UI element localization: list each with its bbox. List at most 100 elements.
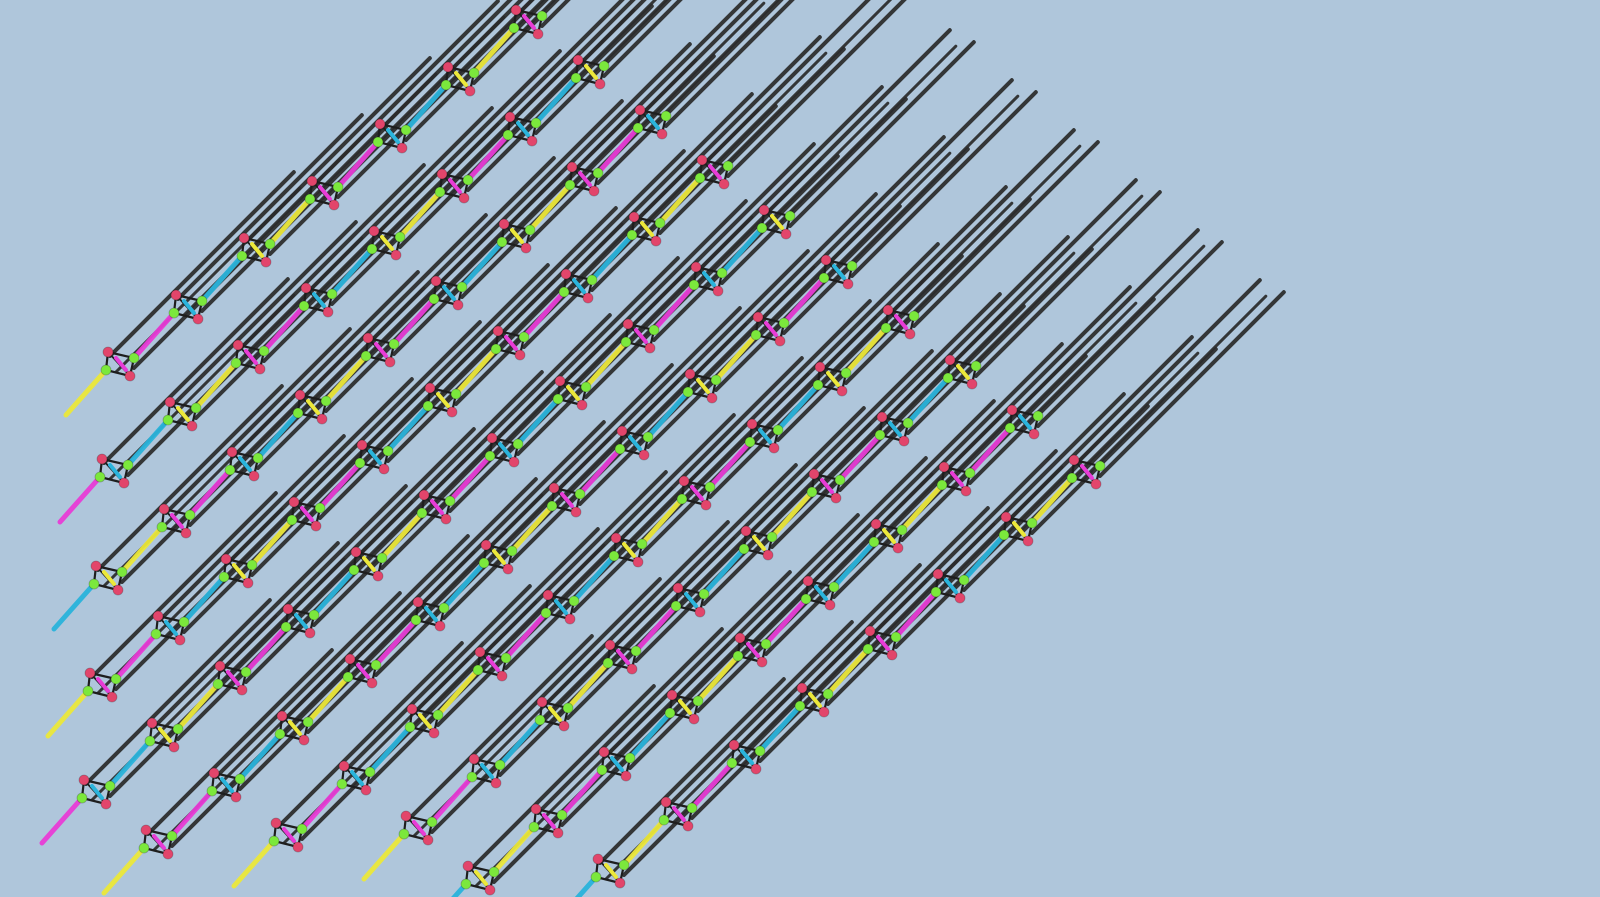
node-green — [862, 643, 874, 655]
node-red — [820, 254, 832, 266]
node-green — [536, 10, 548, 22]
node-green — [460, 878, 472, 890]
node-green — [704, 481, 716, 493]
inter-cell-link — [403, 82, 449, 133]
node-green — [794, 700, 806, 712]
node-green — [806, 486, 818, 498]
cell-link — [244, 349, 258, 365]
node-red — [616, 425, 628, 437]
node-green — [190, 402, 202, 414]
inter-cell-link — [119, 524, 165, 575]
node-red — [422, 834, 434, 846]
inter-cell-link — [491, 824, 537, 875]
node-green — [314, 502, 326, 514]
node-green — [756, 222, 768, 234]
node-green — [902, 417, 914, 429]
node-green — [236, 250, 248, 262]
node-green — [500, 652, 512, 664]
cell-link — [96, 677, 110, 693]
cell-link — [634, 328, 648, 344]
node-red — [338, 760, 350, 772]
cell-layer — [39, 4, 1106, 897]
node-red — [316, 413, 328, 425]
rod — [276, 641, 464, 829]
inter-cell-link — [471, 25, 517, 76]
node-red — [230, 791, 242, 803]
node-red — [504, 111, 516, 123]
node-green — [874, 429, 886, 441]
node-red — [424, 382, 436, 394]
node-green — [618, 859, 630, 871]
inter-cell-link — [459, 239, 505, 290]
node-green — [234, 773, 246, 785]
cell-link — [572, 278, 586, 294]
node-green — [166, 830, 178, 842]
node-red — [100, 798, 112, 810]
rod — [90, 491, 278, 679]
node-red — [672, 582, 684, 594]
cell-link — [424, 606, 438, 622]
node-green — [366, 243, 378, 255]
cell-link — [474, 870, 488, 886]
node-red — [430, 275, 442, 287]
node-red — [462, 860, 474, 872]
node-green — [320, 395, 332, 407]
inter-cell-link — [1029, 475, 1075, 526]
node-red — [344, 653, 356, 665]
cell-link — [418, 713, 432, 729]
node-red — [588, 185, 600, 197]
node-green — [246, 559, 258, 571]
node-red — [694, 606, 706, 618]
rod — [1018, 244, 1206, 432]
rod — [1098, 290, 1286, 478]
node-green — [686, 802, 698, 814]
node-red — [576, 399, 588, 411]
node-green — [382, 445, 394, 457]
node-green — [620, 336, 632, 348]
cell-link — [170, 513, 184, 529]
node-green — [570, 72, 582, 84]
inter-cell-link — [651, 282, 697, 333]
node-red — [712, 285, 724, 297]
node-red — [1090, 478, 1102, 490]
node-red — [360, 784, 372, 796]
node-green — [688, 279, 700, 291]
node-red — [904, 328, 916, 340]
inter-cell-link — [101, 845, 147, 896]
node-green — [518, 331, 530, 343]
node-red — [554, 375, 566, 387]
inter-cell-link — [373, 617, 419, 668]
cell-link — [752, 535, 766, 551]
cell-link — [560, 492, 574, 508]
cell-link — [250, 242, 264, 258]
rod — [536, 627, 724, 815]
node-green — [682, 386, 694, 398]
node-red — [510, 4, 522, 16]
inter-cell-link — [385, 403, 431, 454]
node-green — [212, 678, 224, 690]
node-green — [722, 160, 734, 172]
inter-cell-link — [533, 75, 579, 126]
node-green — [410, 614, 422, 626]
node-red — [1028, 428, 1040, 440]
inter-cell-link — [639, 496, 685, 547]
node-red — [564, 613, 576, 625]
rod — [472, 0, 560, 85]
node-green — [116, 566, 128, 578]
node-red — [292, 841, 304, 853]
cell-link — [386, 128, 400, 144]
inter-cell-link — [899, 482, 945, 533]
node-green — [468, 67, 480, 79]
node-red — [560, 268, 572, 280]
inter-cell-link — [775, 382, 821, 433]
node-green — [364, 766, 376, 778]
cell-link — [368, 449, 382, 465]
node-red — [700, 499, 712, 511]
node-green — [654, 217, 666, 229]
node-green — [642, 431, 654, 443]
node-green — [568, 595, 580, 607]
node-green — [624, 752, 636, 764]
node-green — [660, 110, 672, 122]
node-green — [372, 136, 384, 148]
